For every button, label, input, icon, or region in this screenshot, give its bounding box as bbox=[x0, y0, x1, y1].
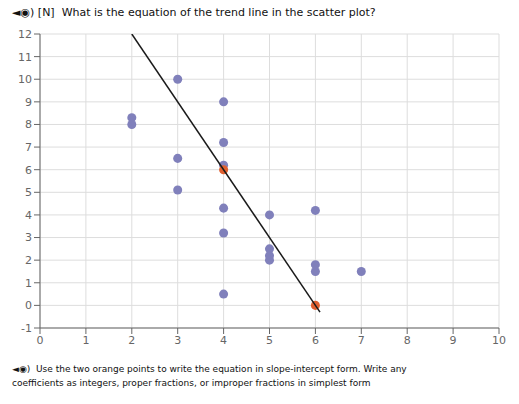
svg-text:1: 1 bbox=[25, 277, 32, 290]
svg-text:6: 6 bbox=[25, 164, 32, 177]
svg-text:10: 10 bbox=[18, 73, 32, 86]
svg-text:9: 9 bbox=[450, 334, 457, 347]
svg-text:9: 9 bbox=[25, 96, 32, 109]
svg-text:12: 12 bbox=[18, 28, 32, 41]
html-text:◄◉) [N] What is the equation o: ◄◉) [N] What is the equation of the tren… bbox=[12, 6, 376, 19]
svg-text:-1: -1 bbox=[21, 322, 32, 335]
svg-text:4: 4 bbox=[220, 334, 227, 347]
svg-text:5: 5 bbox=[25, 186, 32, 199]
html-text:◄◉) Use the two orange points: ◄◉) Use the two orange points to write t… bbox=[12, 364, 407, 374]
svg-text:3: 3 bbox=[174, 334, 181, 347]
svg-text:7: 7 bbox=[25, 141, 32, 154]
svg-text:2: 2 bbox=[25, 254, 32, 267]
svg-text:7: 7 bbox=[358, 334, 365, 347]
svg-text:6: 6 bbox=[312, 334, 319, 347]
svg-text:4: 4 bbox=[25, 209, 32, 222]
svg-text:8: 8 bbox=[404, 334, 411, 347]
svg-text:1: 1 bbox=[82, 334, 89, 347]
svg-text:2: 2 bbox=[128, 334, 135, 347]
svg-text:0: 0 bbox=[37, 334, 44, 347]
svg-text:0: 0 bbox=[25, 299, 32, 312]
svg-text:10: 10 bbox=[492, 334, 506, 347]
svg-text:3: 3 bbox=[25, 231, 32, 244]
svg-text:11: 11 bbox=[18, 51, 32, 64]
svg-text:8: 8 bbox=[25, 118, 32, 131]
svg-text:5: 5 bbox=[266, 334, 273, 347]
html-text:coefficients as integers, prop: coefficients as integers, proper fractio… bbox=[12, 378, 371, 388]
